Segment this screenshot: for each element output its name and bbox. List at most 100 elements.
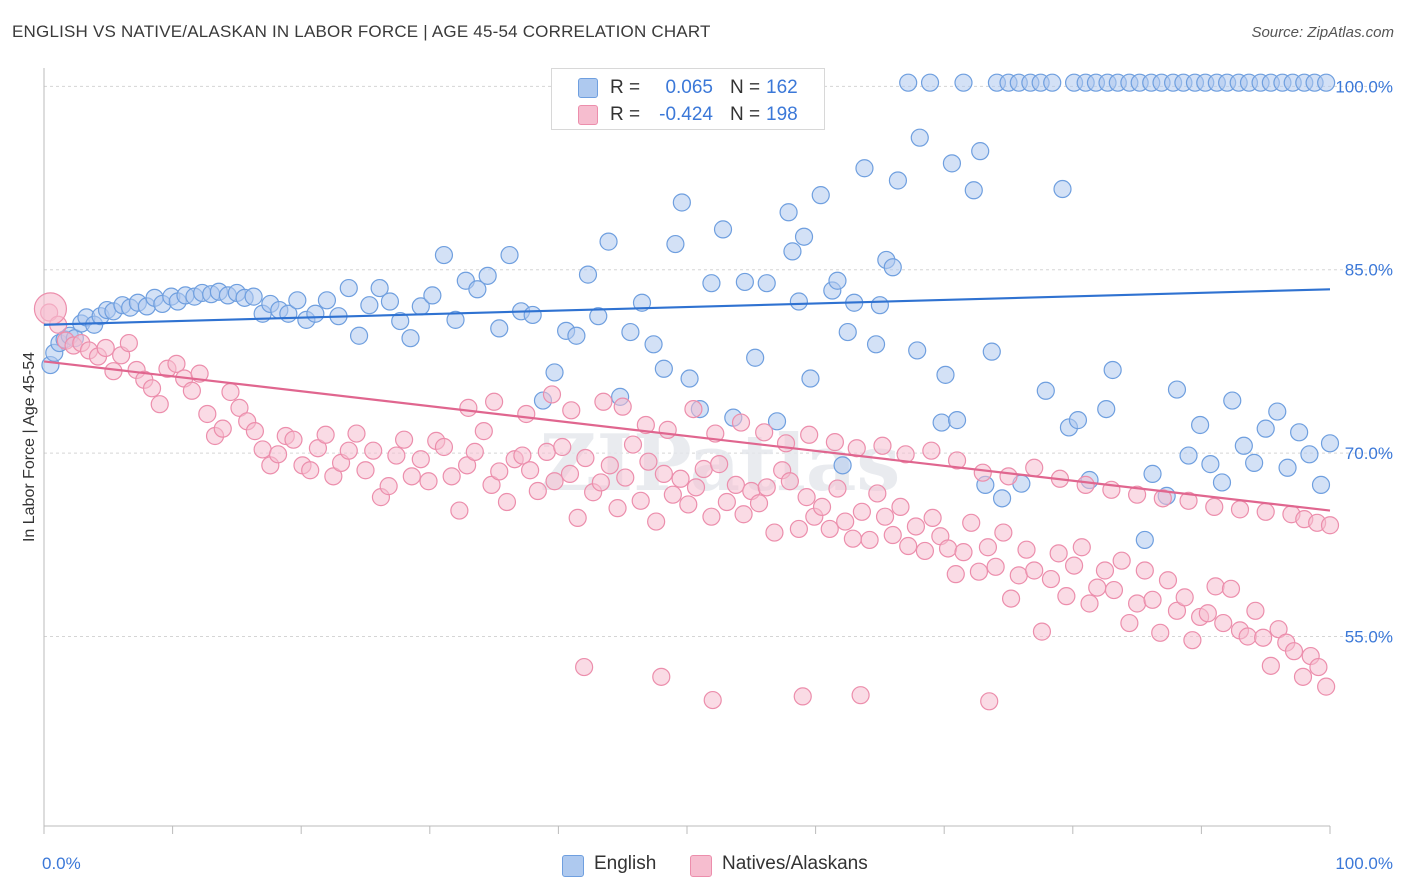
native-point <box>490 462 509 481</box>
english-point <box>288 291 307 310</box>
native-point <box>797 488 816 507</box>
chart-title: ENGLISH VS NATIVE/ALASKAN IN LABOR FORCE… <box>12 22 711 41</box>
english-point <box>1043 73 1062 92</box>
english-point <box>870 296 890 315</box>
source-label: Source: ZipAtlas.com <box>1251 24 1394 41</box>
native-point <box>316 425 335 444</box>
x-tick-label: 100.0% <box>1335 854 1393 873</box>
english-point <box>1223 391 1242 410</box>
native-point <box>631 491 650 510</box>
native-point <box>1309 657 1328 677</box>
native-point <box>1284 642 1304 661</box>
native-point <box>608 499 627 518</box>
english-point <box>1311 475 1331 494</box>
english-point <box>801 369 820 388</box>
english-point <box>920 73 940 92</box>
native-point <box>150 395 169 414</box>
english-point <box>757 274 776 293</box>
english-point <box>306 304 325 323</box>
native-point <box>182 381 201 400</box>
native-point <box>873 436 892 455</box>
native-point <box>1001 589 1021 608</box>
native-point <box>1179 491 1198 510</box>
native-point <box>800 425 819 444</box>
english-point <box>767 412 787 431</box>
native-point <box>703 690 722 710</box>
english-point <box>932 413 951 432</box>
native-point <box>1120 613 1139 633</box>
native-point <box>537 442 556 461</box>
native-point <box>994 523 1013 542</box>
native-point <box>33 292 68 326</box>
native-point <box>301 461 320 480</box>
native-point <box>851 686 870 705</box>
english-point <box>654 359 673 378</box>
native-point <box>906 517 926 536</box>
english-point <box>666 234 685 254</box>
english-point <box>713 220 733 239</box>
native-point <box>623 435 643 454</box>
english-point <box>1317 73 1336 92</box>
english-point <box>794 227 814 246</box>
native-point <box>923 508 942 528</box>
native-point <box>528 481 547 501</box>
english-legend-label: English <box>594 853 657 874</box>
legend-n-label: N = <box>730 77 761 98</box>
native-point <box>613 397 632 416</box>
legend-row-natives: R = -0.424 N = 198 <box>552 100 824 128</box>
english-point <box>434 245 454 265</box>
legend-n-label: N = <box>730 104 761 125</box>
native-point <box>1049 544 1068 563</box>
native-point <box>969 562 989 581</box>
english-swatch <box>562 855 584 877</box>
english-point <box>971 142 990 161</box>
english-point <box>1278 458 1297 477</box>
x-tick-label: 0.0% <box>42 854 81 873</box>
english-point <box>1256 419 1275 438</box>
native-point <box>922 441 941 460</box>
english-point <box>423 286 442 305</box>
y-tick-label: 55.0% <box>1345 628 1393 647</box>
native-point <box>379 477 398 496</box>
english-point <box>942 154 962 173</box>
legend-row-english: R = 0.065 N = 162 <box>552 73 824 101</box>
english-point <box>1191 415 1210 435</box>
english-point <box>401 329 420 348</box>
english-point <box>644 335 663 354</box>
english-point <box>478 266 497 285</box>
native-point <box>654 464 673 483</box>
native-point <box>1088 578 1107 597</box>
native-point <box>1017 540 1036 559</box>
english-point <box>500 245 519 265</box>
legend: R = 0.065 N = 162 R = -0.424 N = 198 <box>551 68 825 130</box>
english-point <box>936 365 955 384</box>
legend-r-value: 0.065 <box>665 77 713 98</box>
native-point <box>542 385 562 404</box>
native-point <box>999 467 1018 486</box>
native-point <box>789 519 808 539</box>
native-point <box>980 692 999 711</box>
english-point <box>947 411 967 430</box>
english-point <box>490 319 509 338</box>
english-point <box>523 305 542 325</box>
native-point <box>793 687 812 706</box>
native-point <box>568 508 587 528</box>
native-point <box>562 401 581 420</box>
native-point <box>1320 516 1340 535</box>
legend-r-label: R = <box>610 104 641 125</box>
native-point <box>812 497 832 517</box>
native-point <box>339 441 358 460</box>
native-point <box>411 450 430 469</box>
native-point <box>868 484 887 503</box>
english-point <box>964 181 983 200</box>
english-point <box>811 186 830 205</box>
english-point <box>1290 423 1309 442</box>
native-point <box>600 456 619 475</box>
english-trend-line <box>43 288 1331 326</box>
native-point <box>843 529 862 548</box>
native-point <box>899 536 918 556</box>
native-point <box>973 463 992 482</box>
native-point <box>765 523 784 542</box>
english-point <box>735 272 754 292</box>
native-point <box>636 415 655 435</box>
